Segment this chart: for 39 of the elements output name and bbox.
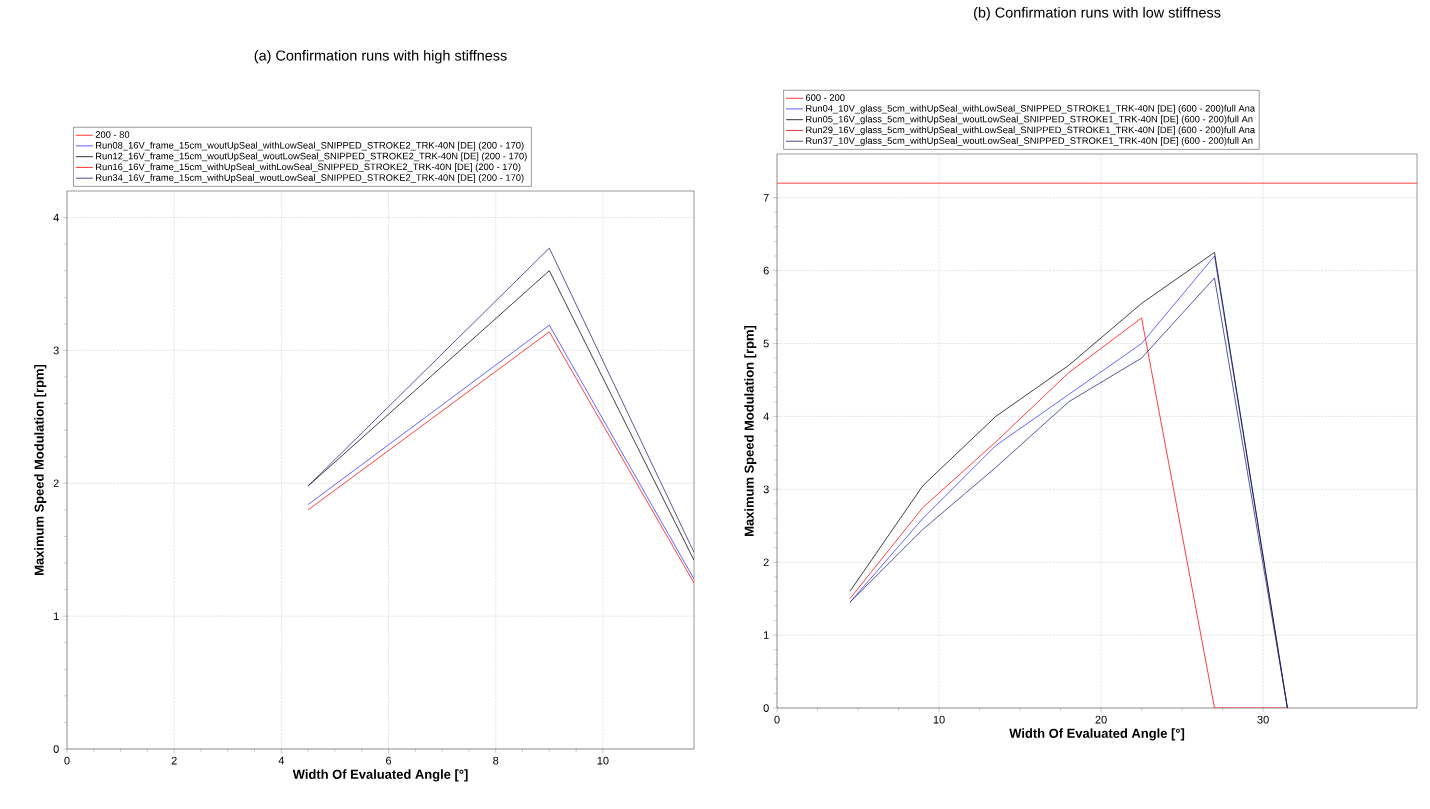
x-tick-label: 20 bbox=[1095, 715, 1107, 724]
legend-label: Run34_16V_frame_15cm_withUpSeal_woutLowSeal_SNIPPED_STROKE2_TRK-40N [DE] (200 - 170) bbox=[96, 174, 524, 183]
x-tick-label: 8 bbox=[493, 756, 499, 765]
y-tick-label: 1 bbox=[763, 631, 769, 639]
y-tick-label: 7 bbox=[763, 193, 769, 202]
y-tick-label: 4 bbox=[53, 213, 59, 222]
legend-label: Run04_10V_glass_5cm_withUpSeal_withLowSeal_SNIPPED_STROKE1_TRK-40N [DE] (600 - 200)full Ana bbox=[806, 104, 1256, 114]
legend-label: Run37_10V_glass_5cm_withUpSeal_woutLowSeal_SNIPPED_STROKE1_TRK-40N [DE] (600 - 200)full An bbox=[806, 137, 1253, 146]
x-tick-label: 0 bbox=[64, 756, 70, 765]
y-tick-label: 1 bbox=[53, 612, 59, 620]
y-tick-label: 2 bbox=[53, 479, 59, 488]
y-tick-label: 4 bbox=[763, 412, 769, 421]
y-tick-label: 3 bbox=[763, 485, 769, 494]
legend-label: 600 - 200 bbox=[805, 94, 845, 101]
legend-label: Run12_16V_frame_15cm_woutUpSeal_woutLowSeal_SNIPPED_STROKE2_TRK-40N [DE] (200 - 170) bbox=[96, 152, 527, 162]
chart-title: (a) Confirmation runs with high stiffness bbox=[254, 50, 507, 64]
x-tick-label: 6 bbox=[386, 756, 392, 765]
x-axis-title: Width Of Evaluated Angle [°] bbox=[1009, 728, 1185, 741]
x-tick-label: 2 bbox=[171, 756, 177, 765]
y-tick-label: 5 bbox=[763, 339, 769, 348]
chart-title: (b) Confirmation runs with low stiffness bbox=[974, 7, 1221, 21]
y-tick-label: 3 bbox=[53, 346, 59, 355]
y-tick-label: 0 bbox=[763, 704, 769, 712]
y-tick-label: 6 bbox=[763, 266, 769, 275]
legend-label: Run05_16V_glass_5cm_withUpSeal_woutLowSeal_SNIPPED_STROKE1_TRK-40N [DE] (600 - 200)full An bbox=[806, 115, 1253, 125]
legend-label: Run08_16V_frame_15cm_woutUpSeal_withLowSeal_SNIPPED_STROKE2_TRK-40N [DE] (200 - 170) bbox=[96, 141, 524, 151]
y-axis-title: Maximum Speed Modulation [rpm] bbox=[34, 364, 47, 575]
x-tick-label: 10 bbox=[597, 756, 609, 765]
y-tick-label: 2 bbox=[763, 558, 769, 567]
x-tick-label: 0 bbox=[774, 715, 780, 724]
y-tick-label: 0 bbox=[53, 745, 59, 753]
x-tick-label: 10 bbox=[933, 715, 945, 724]
legend-label: 200 - 80 bbox=[95, 131, 130, 138]
x-axis-title: Width Of Evaluated Angle [°] bbox=[292, 769, 468, 782]
legend-label: Run16_16V_frame_15cm_withUpSeal_withLowSeal_SNIPPED_STROKE2_TRK-40N [DE] (200 - 170) bbox=[96, 163, 521, 173]
y-axis-title: Maximum Speed Modulation [rpm] bbox=[744, 325, 757, 536]
legend-label: Run29_16V_glass_5cm_withUpSeal_withLowSeal_SNIPPED_STROKE1_TRK-40N [DE] (600 - 200)full Ana bbox=[806, 126, 1256, 136]
x-tick-label: 30 bbox=[1257, 715, 1269, 724]
x-tick-label: 4 bbox=[278, 756, 285, 765]
